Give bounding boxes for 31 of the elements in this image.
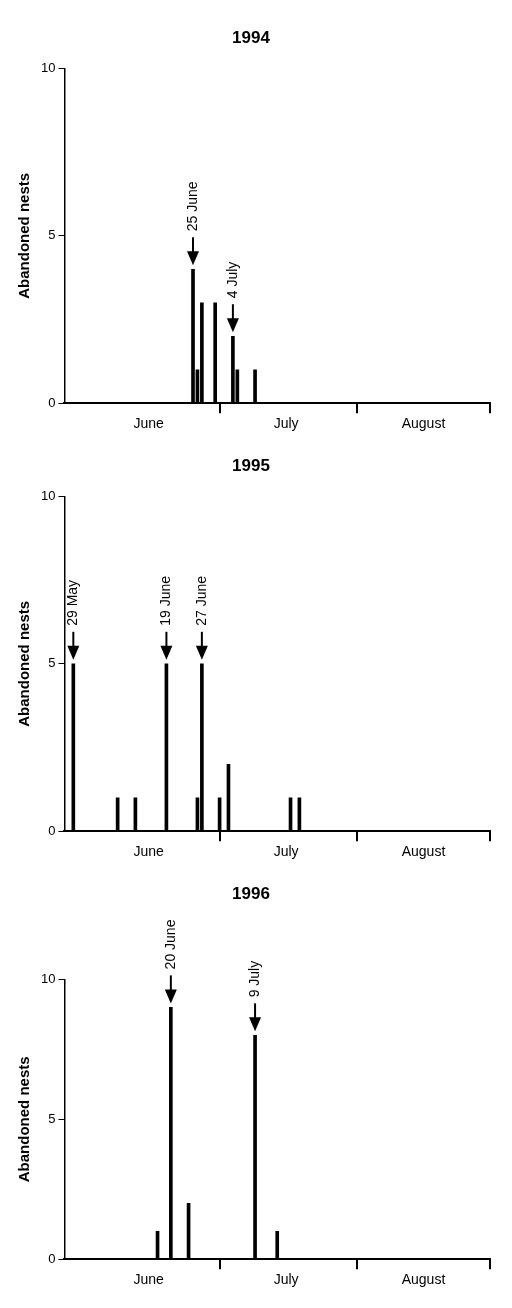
y-tick-label: 10	[40, 970, 56, 986]
x-tick-label: June	[133, 843, 165, 860]
y-tick-label: 10	[40, 59, 56, 75]
y-tick-label: 5	[48, 1110, 56, 1126]
y-tick-label: 10	[40, 487, 56, 503]
y-tick-label: 0	[48, 1250, 56, 1266]
annotation: 27 June	[192, 575, 209, 626]
x-tick-label: July	[273, 843, 299, 860]
x-tick-label: August	[401, 843, 446, 860]
annotation: 19 June	[157, 575, 174, 626]
y-tick-label: 0	[48, 822, 56, 838]
y-axis-title: Abandoned nests	[15, 1056, 33, 1183]
y-tick-label: 5	[48, 655, 56, 671]
y-axis-title: Abandoned nests	[15, 600, 33, 727]
x-tick-label: June	[133, 415, 165, 432]
x-tick-label: August	[401, 415, 446, 432]
annotation: 25 June	[183, 181, 200, 232]
y-tick-label: 0	[48, 394, 56, 410]
x-tick-label: June	[133, 1271, 165, 1288]
x-tick-label: July	[273, 1271, 299, 1288]
annotation: 4 July	[223, 261, 240, 299]
chart-title: 1995	[232, 455, 270, 475]
annotation: 29 May	[64, 579, 81, 626]
x-tick-label: August	[401, 1271, 446, 1288]
chart-title: 1996	[232, 883, 270, 903]
y-tick-label: 5	[48, 227, 56, 243]
x-tick-label: July	[273, 415, 299, 432]
chart-title: 1994	[232, 27, 271, 47]
annotation: 20 June	[161, 919, 178, 970]
y-axis-title: Abandoned nests	[15, 172, 33, 299]
annotation: 9 July	[245, 960, 262, 998]
